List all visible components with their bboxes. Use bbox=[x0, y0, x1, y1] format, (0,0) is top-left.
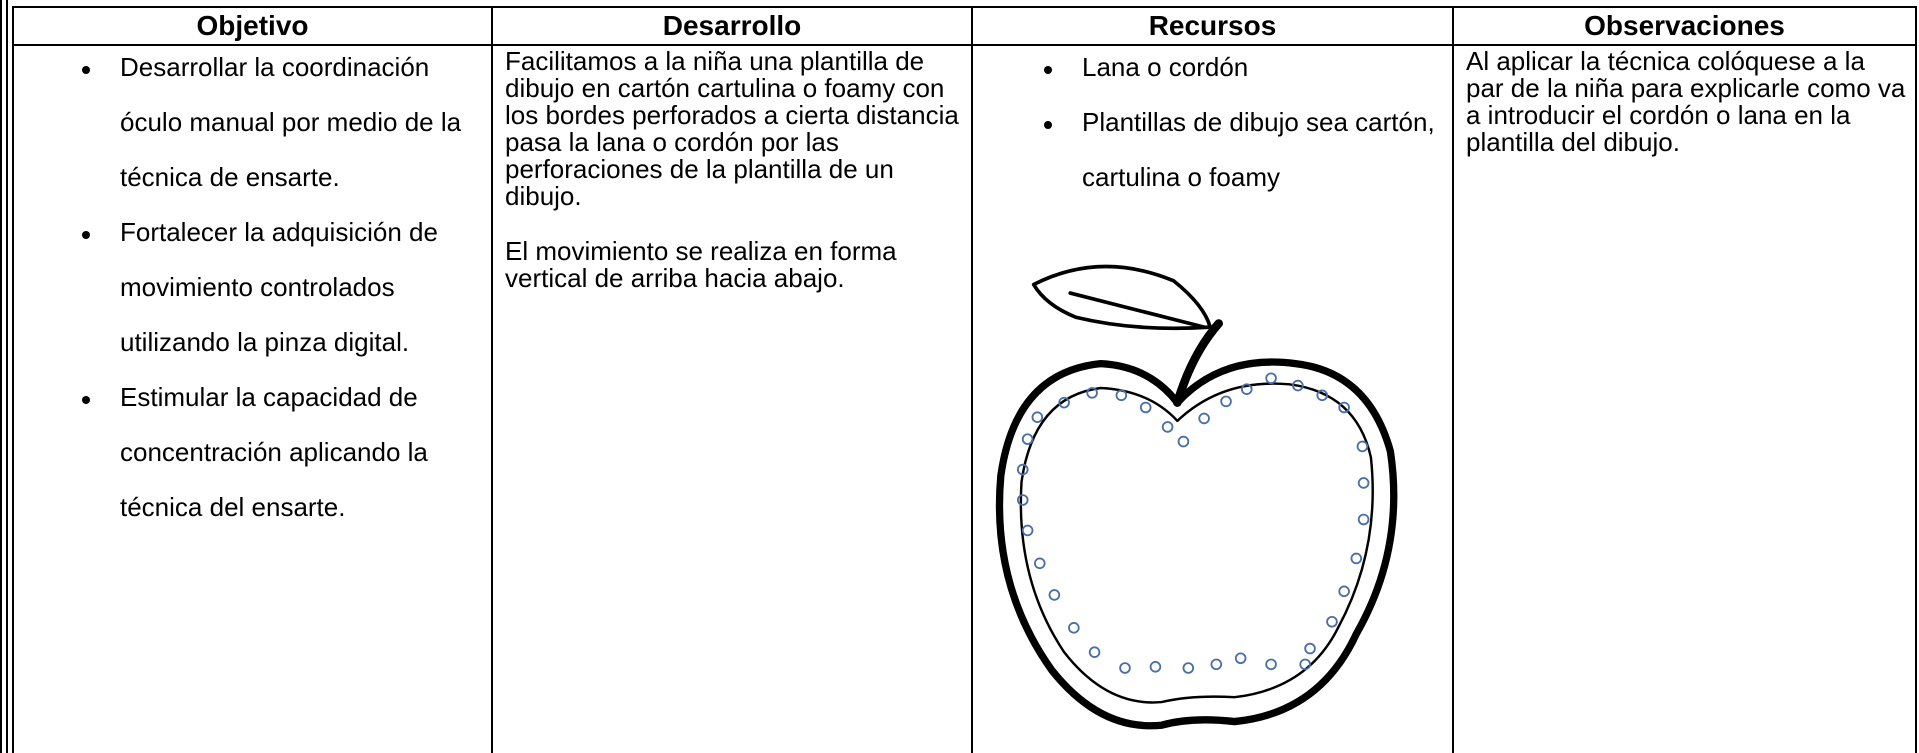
objetivo-cell: Desarrollar la coordinación óculo manual… bbox=[62, 40, 477, 535]
list-item: Estimular la capacidad de concentración … bbox=[62, 370, 477, 535]
border bbox=[0, 0, 2, 753]
list-item: Plantillas de dibujo sea cartón, cartuli… bbox=[1024, 95, 1444, 205]
recursos-cell: Lana o cordón Plantillas de dibujo sea c… bbox=[1024, 40, 1444, 205]
apple-illustration bbox=[995, 264, 1398, 730]
header: Observaciones bbox=[1584, 10, 1785, 41]
header: Desarrollo bbox=[662, 10, 802, 41]
border bbox=[12, 6, 14, 753]
paragraph: Facilitamos a la niña una plantilla de d… bbox=[505, 46, 959, 211]
header: Recursos bbox=[1148, 10, 1277, 41]
border bbox=[1452, 6, 1454, 753]
header: Objetivo bbox=[196, 10, 309, 41]
observaciones-cell: Al aplicar la técnica colóquese a la par… bbox=[1466, 46, 1906, 157]
border bbox=[12, 6, 1917, 8]
list-item: Lana o cordón bbox=[1024, 40, 1444, 95]
border bbox=[1915, 6, 1917, 753]
border bbox=[12, 44, 1917, 46]
list-item: Desarrollar la coordinación óculo manual… bbox=[62, 40, 477, 205]
desarrollo-cell: Facilitamos a la niña una plantilla de d… bbox=[505, 48, 965, 320]
paragraph: El movimiento se realiza en forma vertic… bbox=[505, 236, 897, 293]
border bbox=[971, 6, 973, 753]
border bbox=[6, 0, 8, 753]
border bbox=[491, 6, 493, 753]
list-item: Fortalecer la adquisición de movimiento … bbox=[62, 205, 477, 370]
